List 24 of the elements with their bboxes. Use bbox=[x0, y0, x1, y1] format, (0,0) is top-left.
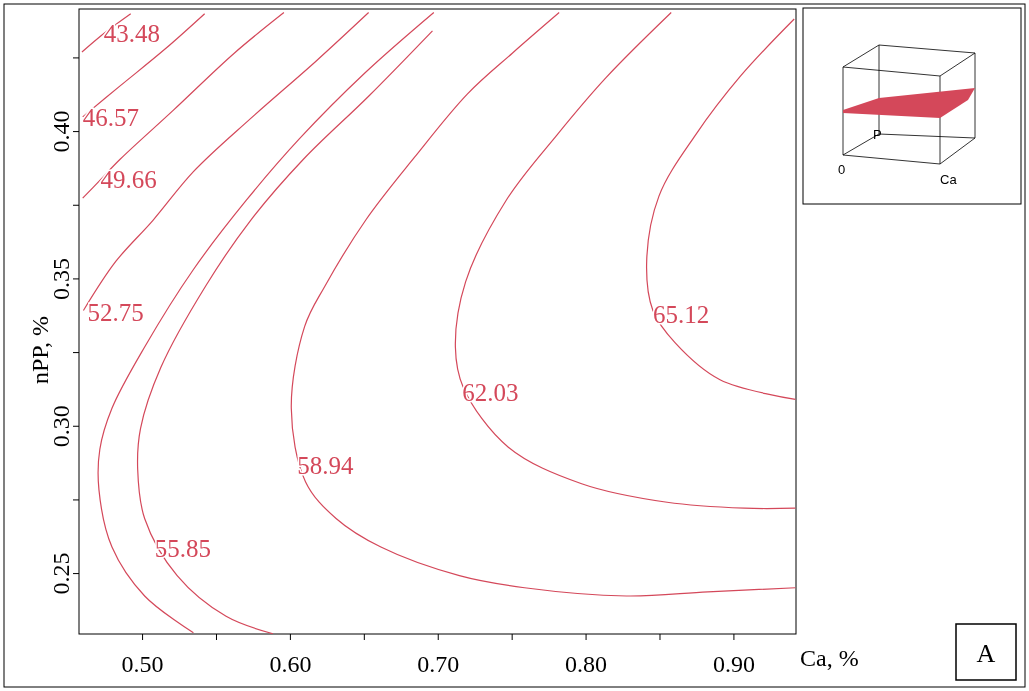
y-tick-label: 0.40 bbox=[48, 110, 74, 153]
line-series bbox=[290, 11, 796, 597]
x-tick-label: 0.60 bbox=[269, 651, 312, 677]
text: A bbox=[976, 639, 996, 668]
y-axis-title: nPP, % bbox=[27, 315, 53, 385]
text: Ca bbox=[940, 172, 958, 187]
line-series bbox=[454, 11, 796, 510]
annotation: 46.57 bbox=[82, 103, 139, 131]
text: 0 bbox=[838, 162, 846, 177]
x-tick-label: 0.80 bbox=[565, 651, 608, 677]
annotation: 49.66 bbox=[100, 166, 157, 194]
x-tick-label: 0.50 bbox=[121, 651, 164, 677]
annotation: 65.12 bbox=[652, 301, 710, 329]
x-tick-label: 0.70 bbox=[417, 651, 460, 677]
text: P bbox=[873, 127, 882, 142]
annotation: 52.75 bbox=[87, 299, 144, 327]
y-tick-label: 0.25 bbox=[48, 552, 74, 595]
annotation: 43.48 bbox=[103, 20, 161, 48]
y-tick-label: 0.35 bbox=[48, 257, 74, 300]
y-tick-label: 0.30 bbox=[48, 405, 74, 448]
x-tick-label: 0.90 bbox=[712, 651, 755, 677]
x-axis-title: Ca, % bbox=[800, 645, 859, 671]
line-series bbox=[645, 18, 796, 401]
line-series bbox=[82, 11, 285, 199]
